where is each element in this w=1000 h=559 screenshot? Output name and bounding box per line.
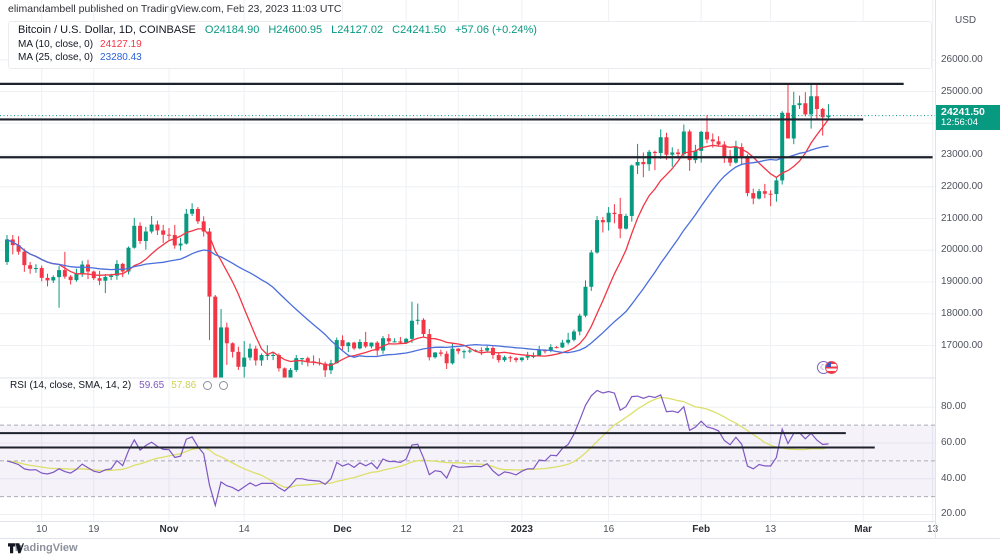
ma10-label: MA (10, close, 0) [18,39,94,50]
bar-countdown: 12:56:04 [941,116,978,128]
chart-canvas[interactable] [0,0,935,538]
published-info: elimandambell published on TradingView.c… [8,3,342,15]
low-value: L24127.02 [331,24,384,36]
rsi-tick-label: 80.00 [941,401,967,413]
rsi-legend-row: RSI (14, close, SMA, 14, 2) 59.65 57.86 [10,380,229,391]
tradingview-branding[interactable]: TradingView [8,542,78,554]
symbol-legend-box [8,21,932,69]
ma25-legend-row: MA (25, close, 0) 23280.43 [18,52,142,63]
close-value: C24241.50 [392,24,446,36]
rsi-tick-label: 40.00 [941,472,967,484]
rsi-sma-line [6,396,829,488]
ma10-line [6,118,830,367]
ma10-legend-row: MA (10, close, 0) 24127.19 [18,39,142,50]
last-price-badge: 24241.50 12:56:04 [936,104,1000,130]
change-value: +57.06 (+0.24%) [454,24,537,36]
rsi-sma-value: 57.86 [171,380,197,391]
circle-icon[interactable] [219,380,229,390]
rsi-value: 59.65 [139,380,165,391]
idea-marker[interactable]: ☾ [817,361,838,374]
open-value: O24184.90 [204,24,260,36]
price-tick-label: 20000.00 [941,244,983,256]
price-tick-label: 25000.00 [941,85,983,97]
rsi-label: RSI (14, close, SMA, 14, 2) [10,380,132,391]
ma10-value: 24127.19 [100,39,142,50]
high-value: H24600.95 [268,24,323,36]
rsi-tick-label: 20.00 [941,508,967,520]
symbol-legend-row: Bitcoin / U.S. Dollar, 1D, COINBASE O2418… [18,24,537,36]
flag-avatar-icon [825,361,838,374]
symbol-title: Bitcoin / U.S. Dollar, 1D, COINBASE [18,24,196,36]
last-price-value: 24241.50 [941,105,985,118]
ma25-line [6,145,829,358]
rsi-tick-label: 60.00 [941,437,967,448]
price-tick-label: 18000.00 [941,307,983,319]
ma25-value: 23280.43 [100,52,142,63]
currency-label: USD [955,15,977,26]
price-tick-label: 22000.00 [941,180,983,192]
tradingview-logo-icon [8,543,24,554]
price-tick-label: 17000.00 [941,339,983,351]
price-tick-label: 23000.00 [941,149,983,160]
circle-icon[interactable] [203,380,213,390]
price-tick-label: 21000.00 [941,212,983,224]
tradingview-logo-text: TradingView [13,542,78,554]
price-axis-separator[interactable] [935,0,936,538]
candlestick-series [5,82,831,378]
time-axis-separator[interactable] [0,538,1000,539]
price-tick-label: 26000.00 [941,53,983,65]
ma25-label: MA (25, close, 0) [18,52,94,63]
price-tick-label: 19000.00 [941,276,983,287]
